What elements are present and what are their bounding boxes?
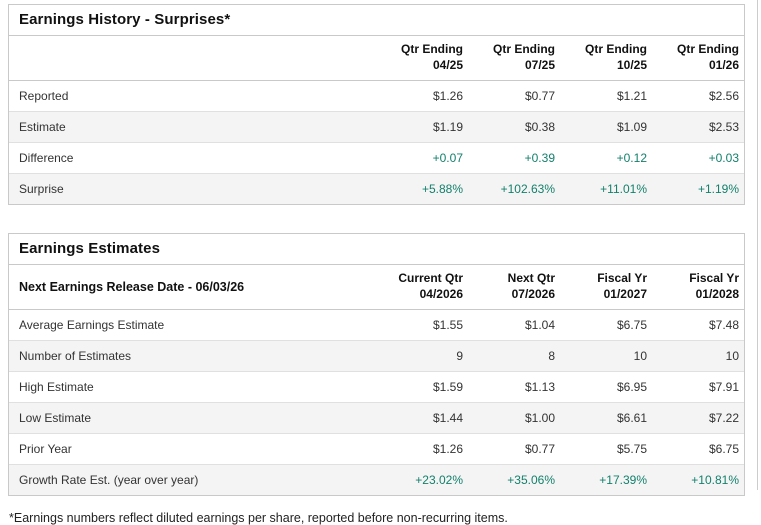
table-row: Number of Estimates 9 8 10 10 <box>9 340 744 372</box>
cell-value: $1.09 <box>560 111 652 143</box>
table-title: Earnings Estimates <box>9 234 744 266</box>
table-row: High Estimate $1.59 $1.13 $6.95 $7.91 <box>9 371 744 403</box>
row-label: Surprise <box>9 173 376 205</box>
cell-value: $7.48 <box>708 318 739 333</box>
row-label: Growth Rate Est. (year over year) <box>9 464 376 496</box>
cell-value: $1.44 <box>376 402 468 434</box>
cell-value: 9 <box>376 340 468 372</box>
earnings-history-table: Qtr Ending 04/25 Qtr Ending 07/25 Qtr Ending… <box>9 36 744 205</box>
table-row: Reported $1.26 $0.77 $1.21 $2.56 <box>9 81 744 112</box>
table-row: Average Earnings Estimate $1.55 $1.04 $6.75… <box>9 310 744 341</box>
cell-value: +5.88% <box>376 173 468 205</box>
column-header-line1: Current Qtr <box>398 271 463 286</box>
row-label: Low Estimate <box>9 402 376 434</box>
cell-value: $5.75 <box>560 433 652 465</box>
cell-value: $1.59 <box>376 371 468 403</box>
row-label: Difference <box>9 142 376 174</box>
cell-value: $1.26 <box>376 433 468 465</box>
footnote: *Earnings numbers reflect diluted earnin… <box>9 511 508 525</box>
column-header-line1: Next Qtr <box>507 271 555 286</box>
cell-value: +0.12 <box>560 142 652 174</box>
column-header-line2: 01/26 <box>708 57 739 72</box>
cell-value: $7.91 <box>652 371 744 403</box>
column-header: Qtr Ending 01/26 <box>652 36 744 82</box>
cell-value: $0.38 <box>468 111 560 143</box>
column-header-line2: 07/25 <box>524 57 555 72</box>
column-header-line1: Fiscal Yr <box>597 271 647 286</box>
cell-value: +102.63% <box>468 173 560 205</box>
column-header: Current Qtr 04/2026 <box>376 265 468 311</box>
cell-value: $0.77 <box>468 433 560 465</box>
cell-value: $1.13 <box>468 371 560 403</box>
cell-value: +0.07 <box>376 142 468 174</box>
cell-value: +11.01% <box>560 173 652 205</box>
column-header: Qtr Ending 04/25 <box>376 36 468 82</box>
cell-value: $1.19 <box>376 111 468 143</box>
cell-value: $2.53 <box>652 111 744 143</box>
cell-value: $0.77 <box>524 89 555 104</box>
header-row: Qtr Ending 04/25 Qtr Ending 07/25 Qtr Ending… <box>9 36 744 82</box>
column-header: Qtr Ending 10/25 <box>560 36 652 82</box>
column-header-line2: 10/25 <box>616 57 647 72</box>
cell-value: $2.56 <box>708 89 739 104</box>
table-row: Low Estimate $1.44 $1.00 $6.61 $7.22 <box>9 402 744 434</box>
column-header-line2: 07/2026 <box>511 286 555 301</box>
cell-value: 8 <box>468 340 560 372</box>
cell-value: +0.39 <box>468 142 560 174</box>
column-header-line2: 04/2026 <box>419 286 463 301</box>
column-header-line2: 04/25 <box>432 57 463 72</box>
cell-value: $7.22 <box>652 402 744 434</box>
cell-value: $1.00 <box>468 402 560 434</box>
row-label: Number of Estimates <box>9 340 376 372</box>
header-row: Next Earnings Release Date - 06/03/26 Cur… <box>9 265 744 311</box>
column-header: Qtr Ending 07/25 <box>468 36 560 82</box>
cell-value: $6.61 <box>560 402 652 434</box>
column-header-line1: Qtr Ending <box>585 42 647 56</box>
cell-value: +35.06% <box>468 464 560 496</box>
cell-value: $6.95 <box>560 371 652 403</box>
header-label: Next Earnings Release Date - 06/03/26 <box>9 265 376 311</box>
column-header: Fiscal Yr 01/2028 <box>652 265 744 311</box>
cell-value: +0.03 <box>652 142 744 174</box>
column-header-line1: Qtr Ending <box>677 42 739 56</box>
cell-value: $1.04 <box>524 318 555 333</box>
row-label: High Estimate <box>9 371 376 403</box>
cell-value: +1.19% <box>652 173 744 205</box>
cell-value: 10 <box>652 340 744 372</box>
cell-value: $1.21 <box>616 89 647 104</box>
table-row: Estimate $1.19 $0.38 $1.09 $2.53 <box>9 111 744 143</box>
earnings-page: Earnings History - Surprises* Qtr Ending… <box>8 0 758 525</box>
row-label: Reported <box>19 89 69 104</box>
column-header-line1: Qtr Ending <box>493 42 555 56</box>
cell-value: +23.02% <box>376 464 468 496</box>
column-header: Next Qtr 07/2026 <box>468 265 560 311</box>
cell-value: +17.39% <box>560 464 652 496</box>
column-header-line2: 01/2027 <box>603 286 647 301</box>
table-row: Difference +0.07 +0.39 +0.12 +0.03 <box>9 142 744 174</box>
row-label: Average Earnings Estimate <box>19 318 165 333</box>
column-header: Fiscal Yr 01/2027 <box>560 265 652 311</box>
row-label: Prior Year <box>9 433 376 465</box>
table-row: Surprise +5.88% +102.63% +11.01% +1.19% <box>9 173 744 205</box>
table-row: Prior Year $1.26 $0.77 $5.75 $6.75 <box>9 433 744 465</box>
column-header-line2: 01/2028 <box>695 286 739 301</box>
cell-value: $6.75 <box>616 318 647 333</box>
cell-value: $1.26 <box>432 89 463 104</box>
earnings-estimates-card: Earnings Estimates Next Earnings Release… <box>8 233 745 497</box>
cell-value: $6.75 <box>652 433 744 465</box>
column-header-line1: Qtr Ending <box>401 42 463 56</box>
earnings-estimates-table: Next Earnings Release Date - 06/03/26 Cur… <box>9 265 744 496</box>
earnings-history-card: Earnings History - Surprises* Qtr Ending… <box>8 4 745 206</box>
cell-value: 10 <box>560 340 652 372</box>
cell-value: $1.55 <box>432 318 463 333</box>
cell-value: +10.81% <box>652 464 744 496</box>
table-row: Growth Rate Est. (year over year) +23.02%… <box>9 464 744 496</box>
row-label: Estimate <box>9 111 376 143</box>
table-title: Earnings History - Surprises* <box>9 5 744 36</box>
header-label <box>9 36 376 82</box>
column-header-line1: Fiscal Yr <box>689 271 739 286</box>
